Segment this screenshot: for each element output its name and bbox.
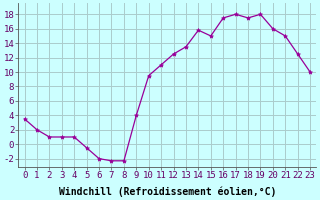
X-axis label: Windchill (Refroidissement éolien,°C): Windchill (Refroidissement éolien,°C) — [59, 186, 276, 197]
